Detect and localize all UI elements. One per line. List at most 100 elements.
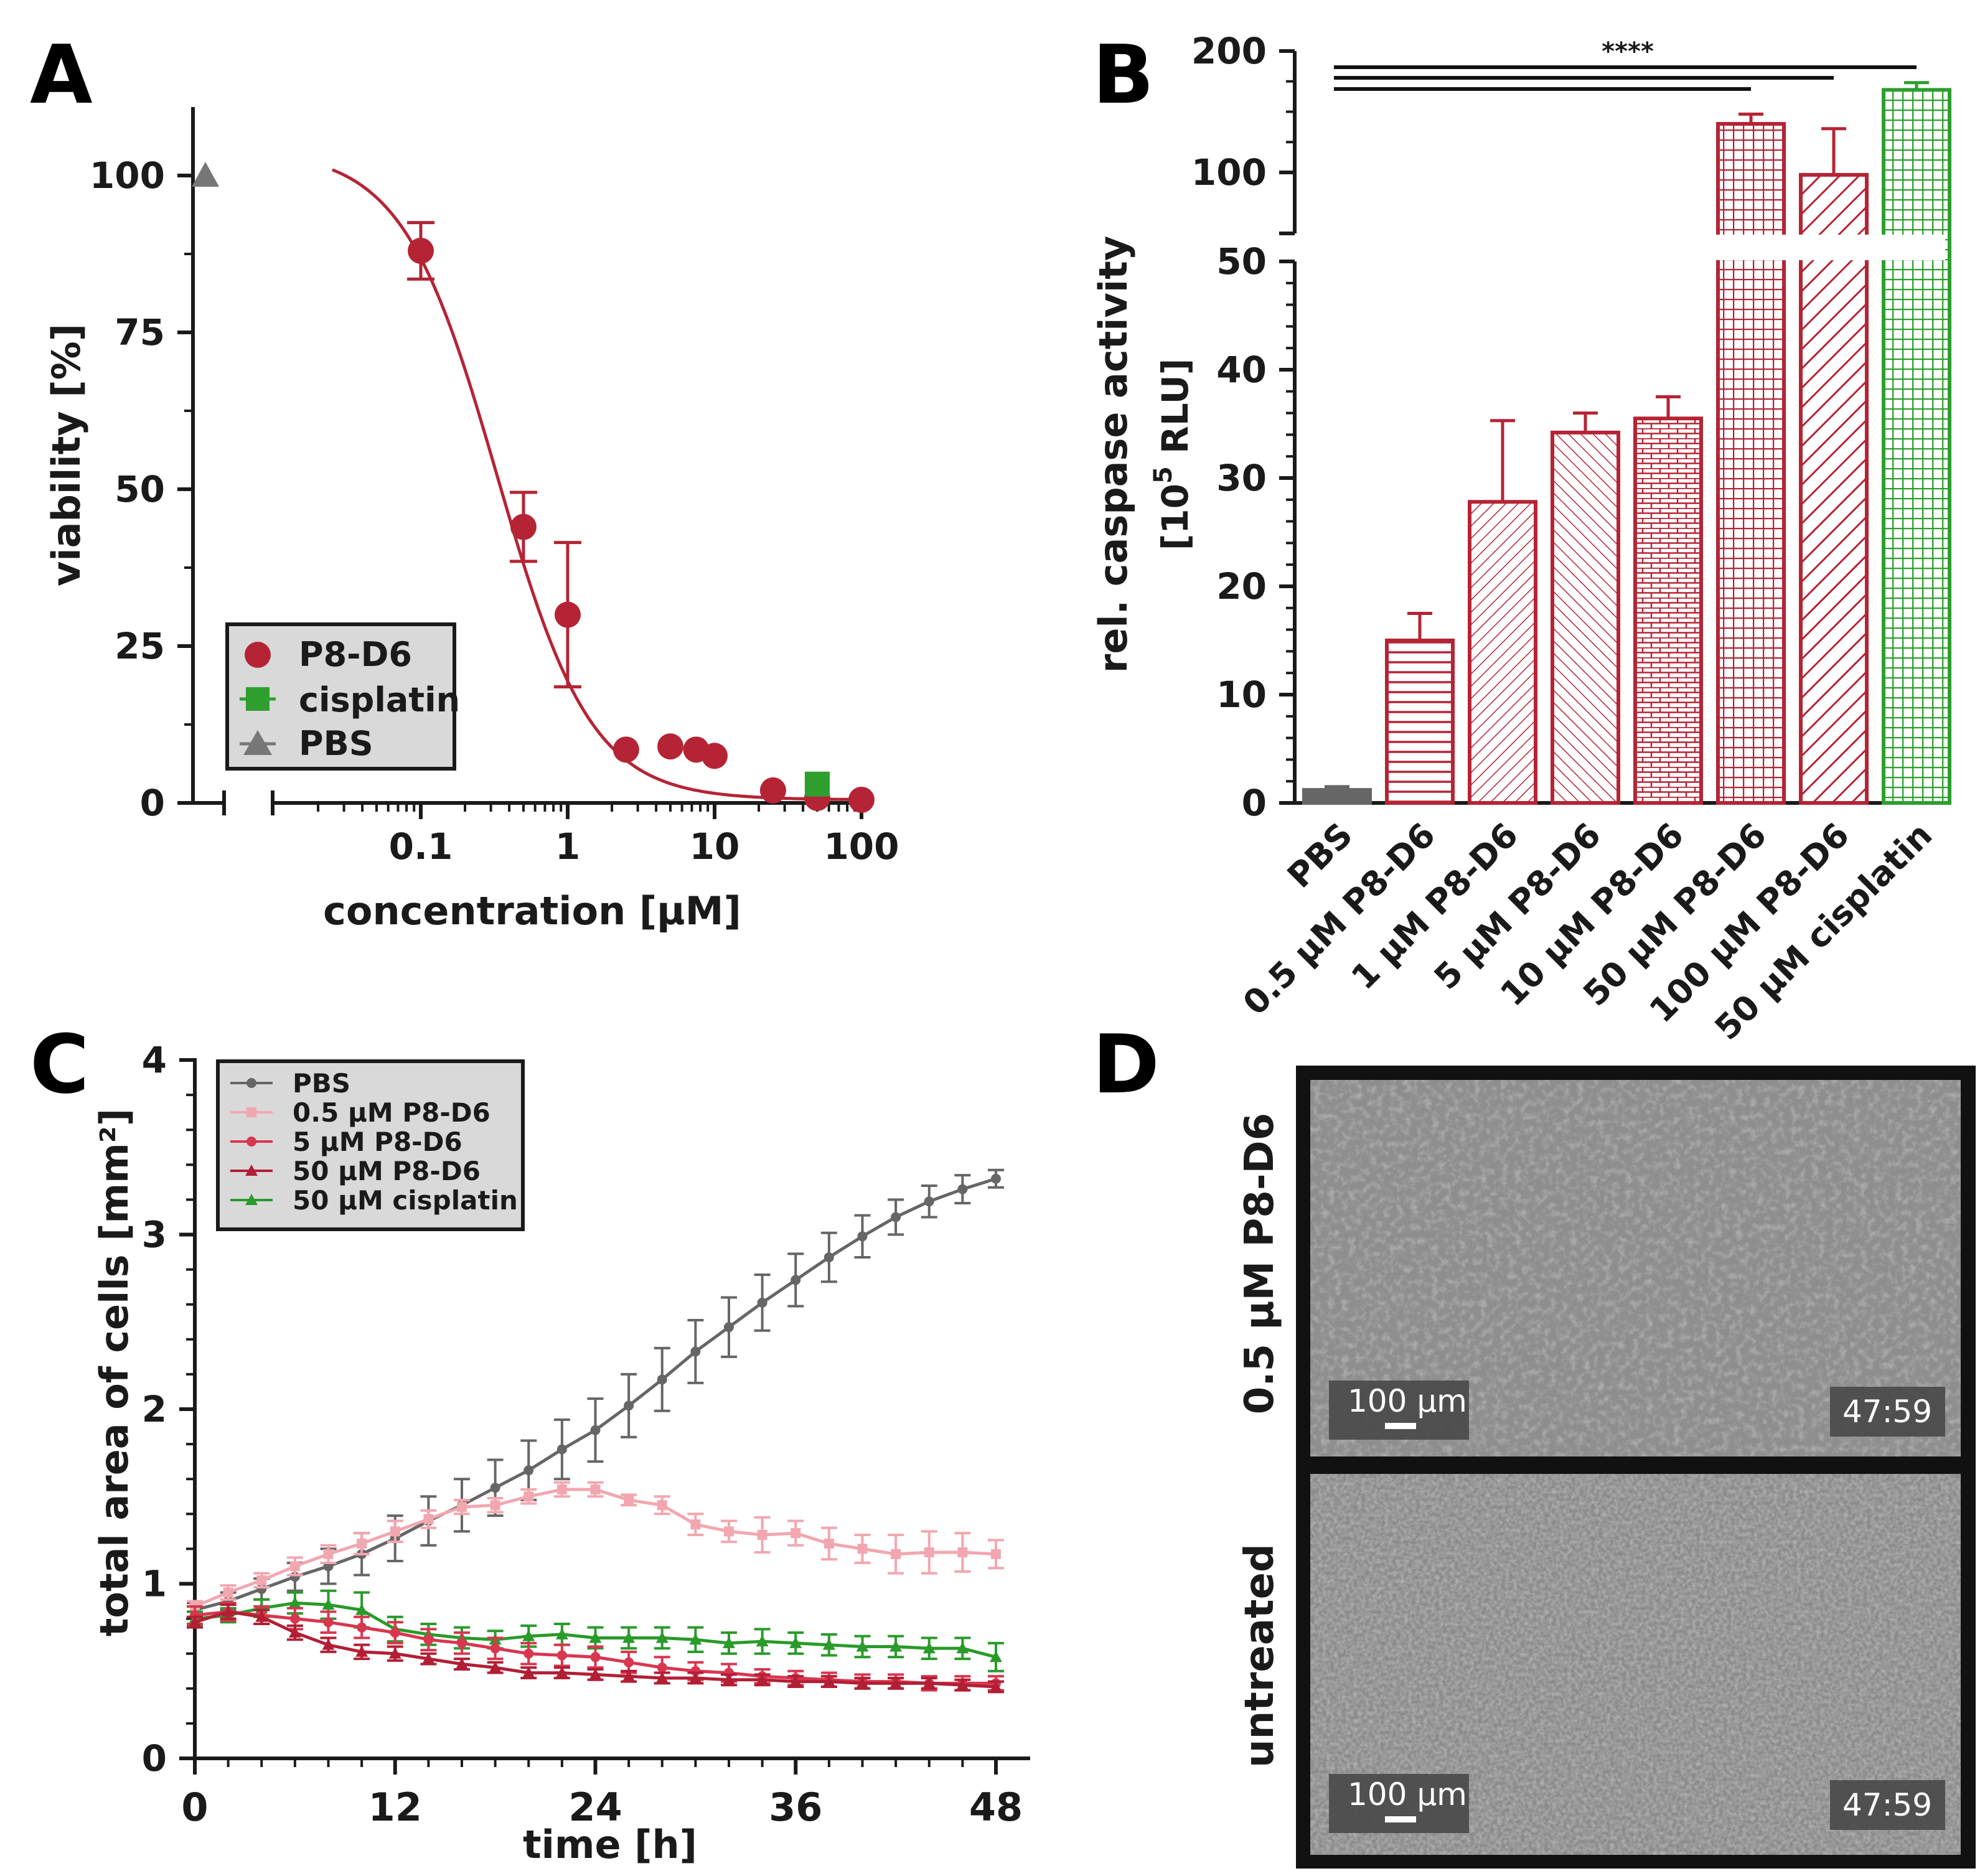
panel-a-y-ticks: 0 25 50 75 100 [90, 154, 193, 824]
panel-b-significance: **** [1334, 37, 1917, 91]
c-point [690, 1346, 701, 1357]
b-ytick-label: 30 [1216, 457, 1267, 499]
c-point [390, 1526, 400, 1537]
c-point [991, 1549, 1001, 1559]
c-point [357, 1622, 367, 1633]
a-point-p8d6 [510, 514, 537, 540]
a-point-p8d6 [555, 601, 581, 628]
c-series-line [194, 1177, 997, 1612]
row-label-treated: 0.5 µM P8-D6 [1237, 1113, 1283, 1414]
c-point [556, 1484, 567, 1495]
c-legend-label: 5 µM P8-D6 [293, 1127, 462, 1157]
scalebar-label-top: 100 µm [1348, 1383, 1467, 1419]
a-point-p8d6 [612, 736, 639, 763]
a-xtick-label: 1 [555, 825, 580, 868]
c-point [590, 1425, 601, 1435]
c-point [624, 1494, 634, 1505]
panel-c-series [187, 1168, 1004, 1694]
c-point [655, 1671, 669, 1683]
c-point [422, 1653, 435, 1664]
b-bar [1468, 500, 1537, 805]
legend-label-cisplatin: cisplatin [299, 680, 460, 720]
b-ytick-label: 50 [1216, 240, 1267, 283]
c-point [490, 1643, 500, 1654]
c-legend-label: 50 µM cisplatin [293, 1185, 518, 1216]
c-point [824, 1252, 834, 1262]
c-point [789, 1636, 802, 1648]
c-point [724, 1322, 734, 1333]
c-point [891, 1212, 901, 1222]
c-legend-marker [246, 1078, 256, 1088]
c-point [657, 1500, 667, 1511]
c-point [624, 1400, 634, 1411]
a-xtick-label: 100 [824, 825, 899, 868]
b-ytick-label: 0 [1242, 782, 1267, 824]
c-point [723, 1673, 735, 1685]
c-point [323, 1549, 334, 1559]
c-ytick-label: 4 [142, 1039, 167, 1081]
a-point-pbs [192, 162, 219, 187]
c-point [357, 1538, 367, 1549]
c-legend-label: PBS [293, 1068, 350, 1099]
c-point [957, 1184, 968, 1194]
scalebar-box-top [1329, 1381, 1469, 1440]
c-legend-label: 0.5 µM P8-D6 [293, 1097, 490, 1128]
c-point [490, 1483, 500, 1493]
c-point [756, 1635, 769, 1647]
a-ytick-label: 25 [115, 625, 165, 667]
c-point [189, 1616, 201, 1628]
a-ytick-label: 100 [90, 154, 165, 197]
c-point [891, 1549, 901, 1559]
b-ytick-label: 40 [1216, 349, 1267, 391]
c-point [523, 1648, 534, 1659]
b-bar [1633, 416, 1703, 805]
legend-label-pbs: PBS [299, 724, 373, 763]
c-point [423, 1634, 434, 1645]
a-point-p8d6 [702, 743, 728, 769]
panel-c-y-ticks: 0 1 2 3 4 [142, 1039, 195, 1780]
panel-d-letter: D [1092, 1017, 1160, 1112]
a-point-p8d6 [759, 777, 786, 804]
b-bar [1799, 172, 1869, 805]
legend-marker-pbs [243, 730, 272, 755]
c-point [556, 1444, 567, 1455]
c-ytick-label: 1 [142, 1563, 167, 1605]
c-point [323, 1617, 334, 1628]
scalebar-label-bottom: 100 µm [1348, 1776, 1467, 1813]
b-bar [1882, 88, 1951, 805]
b-axis-break-gap [1298, 235, 1945, 260]
c-point [991, 1173, 1001, 1184]
c-point [856, 1640, 869, 1652]
c-point [922, 1642, 936, 1654]
c-ytick-label: 0 [142, 1737, 167, 1780]
c-point [523, 1491, 534, 1502]
panel-b-letter: B [1092, 27, 1154, 122]
c-point [523, 1465, 534, 1476]
c-point [555, 1666, 568, 1678]
c-point [857, 1544, 868, 1554]
row-label-untreated: untreated [1237, 1544, 1283, 1768]
c-point [223, 1587, 233, 1598]
panel-a-legend: P8-D6 cisplatin PBS [225, 622, 460, 771]
panel-b-bars [1298, 81, 1951, 805]
c-point [889, 1640, 903, 1652]
panel-c-y-label: total area of cells [mm²] [92, 1109, 137, 1636]
c-point [624, 1657, 634, 1667]
c-point [255, 1610, 268, 1622]
panel-a-x-ticks: 0.1 1 10 100 [317, 803, 899, 868]
c-point [690, 1519, 701, 1530]
c-point [457, 1638, 467, 1648]
a-point-cisplatin [804, 771, 830, 797]
a-xtick-label: 10 [690, 825, 740, 868]
b-bar [1551, 430, 1620, 805]
c-point [756, 1673, 769, 1685]
c-point [256, 1575, 267, 1585]
c-point [922, 1677, 936, 1689]
c-point [791, 1528, 801, 1539]
c-point [322, 1598, 335, 1610]
c-point [555, 1628, 568, 1639]
c-point [222, 1605, 235, 1617]
